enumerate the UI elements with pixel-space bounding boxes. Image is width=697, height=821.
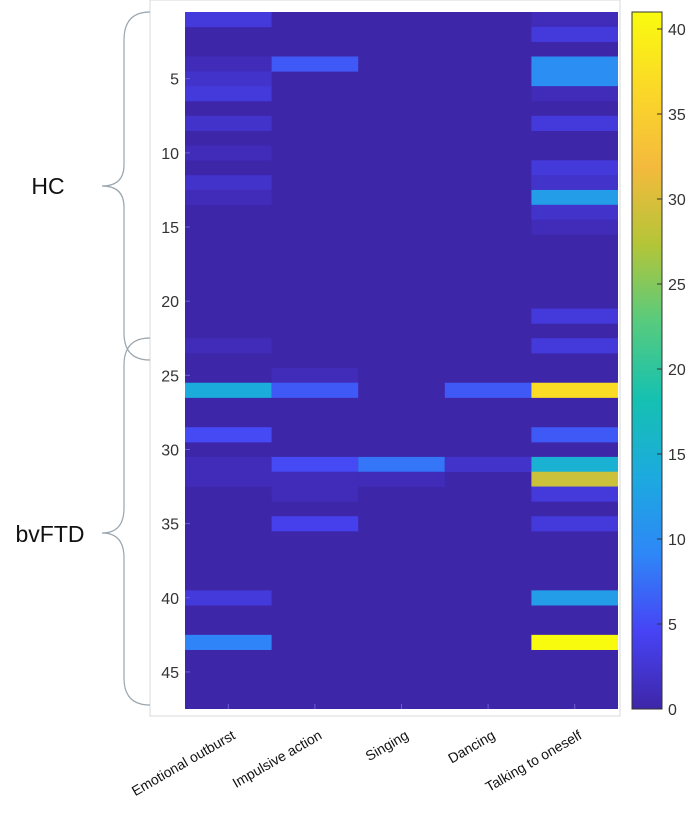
- heatmap-cell: [185, 175, 272, 191]
- heatmap-cell: [271, 516, 359, 532]
- colorbar-ticks: 0 5 10 15 20 25 30 35 40: [657, 22, 686, 719]
- heatmap-cell: [531, 86, 618, 102]
- heatmap-cell: [531, 456, 618, 473]
- heatmap-cell: [185, 71, 272, 87]
- heatmap-cell: [531, 12, 618, 28]
- y-tick-label: 20: [161, 294, 179, 311]
- colorbar-tick-label: 20: [668, 362, 686, 379]
- heatmap-cell: [531, 382, 618, 398]
- heatmap-cell: [531, 115, 618, 131]
- heatmap-cell: [531, 189, 618, 206]
- heatmap-cells: [185, 12, 618, 650]
- y-axis-ticks: 5 10 15 20 25 30 35 40 45: [161, 72, 190, 682]
- colorbar: [631, 11, 663, 710]
- heatmap-cell: [185, 189, 272, 206]
- heatmap-cell: [444, 382, 532, 398]
- heatmap-cell: [271, 382, 359, 398]
- heatmap-cell: [185, 471, 272, 487]
- heatmap-cell: [358, 471, 445, 487]
- y-tick-label: 30: [161, 442, 179, 459]
- heatmap-cell: [185, 145, 272, 161]
- heatmap-cell: [358, 456, 445, 473]
- heatmap-cell: [185, 427, 272, 443]
- hc-brace: [101, 11, 151, 361]
- y-tick-label: 25: [161, 368, 179, 385]
- x-axis-ticks: [227, 704, 576, 709]
- y-tick-label: 40: [161, 591, 179, 608]
- heatmap-cell: [531, 160, 618, 176]
- colorbar-tick-label: 40: [668, 22, 686, 39]
- heatmap-cell: [185, 56, 272, 72]
- colorbar-tick-label: 10: [668, 532, 686, 549]
- y-tick-label: 35: [161, 517, 179, 534]
- x-category-label: Dancing: [445, 727, 497, 767]
- heatmap-cell: [271, 56, 359, 72]
- heatmap-cell: [271, 367, 359, 384]
- heatmap-cell: [271, 471, 359, 487]
- heatmap-cell: [185, 338, 272, 354]
- heatmap-cell: [531, 486, 618, 502]
- colorbar-tick-label: 30: [668, 192, 686, 209]
- group-label-hc: HC: [31, 173, 64, 199]
- heatmap-cell: [531, 516, 618, 532]
- y-tick-label: 15: [161, 220, 179, 237]
- group-label-bvftd: bvFTD: [16, 521, 85, 547]
- heatmap-cell: [271, 456, 359, 473]
- heatmap-cell: [531, 634, 618, 650]
- heatmap-cell: [185, 115, 272, 131]
- heatmap-cell: [531, 219, 618, 235]
- heatmap-cell: [185, 456, 272, 473]
- x-category-label: Emotional outburst: [129, 727, 238, 799]
- heatmap-cell: [531, 71, 618, 87]
- heatmap-cell: [531, 427, 618, 443]
- colorbar-tick-label: 25: [668, 277, 686, 294]
- colorbar-tick-label: 35: [668, 107, 686, 124]
- heatmap-cell: [531, 590, 618, 606]
- heatmap-cell: [531, 56, 618, 72]
- colorbar-tick-label: 5: [668, 617, 677, 634]
- heatmap-cell: [185, 382, 272, 398]
- heatmap-cell: [531, 175, 618, 191]
- heatmap-cell: [185, 86, 272, 102]
- heatmap-cell: [531, 204, 618, 220]
- heatmap-cell: [185, 12, 272, 28]
- heatmap-cell: [271, 486, 359, 502]
- heatmap-cell: [531, 471, 618, 487]
- x-category-label: Talking to oneself: [483, 727, 585, 795]
- heatmap-cell: [531, 26, 618, 42]
- x-category-label: Impulsive action: [229, 727, 324, 791]
- bvftd-brace: [101, 337, 151, 706]
- colorbar-tick-label: 15: [668, 447, 686, 464]
- y-tick-label: 10: [161, 146, 179, 163]
- heatmap-cell: [444, 456, 532, 473]
- group-braces: [101, 11, 151, 706]
- y-tick-label: 5: [170, 72, 179, 89]
- heatmap-cell: [531, 308, 618, 324]
- heatmap-cell: [531, 338, 618, 354]
- heatmap-cell: [185, 590, 272, 606]
- heatmap-cell: [185, 634, 272, 650]
- x-category-label: Singing: [363, 727, 411, 764]
- y-tick-label: 45: [161, 665, 179, 682]
- colorbar-tick-label: 0: [668, 702, 677, 719]
